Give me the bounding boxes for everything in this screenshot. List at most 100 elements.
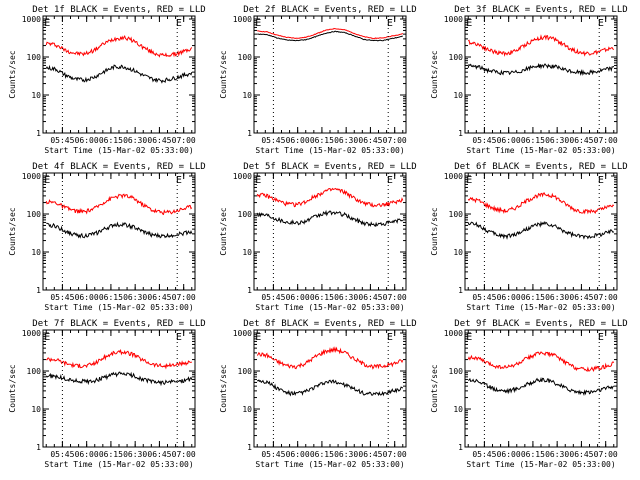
panel-title: Det 1f BLACK = Events, RED = LLD bbox=[32, 5, 205, 15]
lld-series-line bbox=[45, 34, 193, 58]
detector-panel-1: Det 1f BLACK = Events, RED = LLD E E 1 10 100… bbox=[8, 5, 206, 155]
y-tick-label: 100 bbox=[449, 53, 464, 62]
y-tick-label: 1 bbox=[36, 129, 41, 138]
plot-frame bbox=[42, 15, 196, 134]
x-tick-label: 06:30 bbox=[334, 450, 358, 459]
x-tick-label: 06:15 bbox=[310, 293, 334, 302]
x-tick-label: 07:00 bbox=[383, 136, 407, 145]
lld-series-line bbox=[45, 193, 193, 216]
x-tick-label: 06:00 bbox=[497, 136, 521, 145]
y-tick-label: 1 bbox=[36, 443, 41, 452]
plot-frame bbox=[464, 329, 618, 448]
panel-title: Det 7f BLACK = Events, RED = LLD bbox=[32, 319, 205, 329]
x-tick-label: 05:45 bbox=[50, 136, 74, 145]
detector-panel-4: Det 4f BLACK = Events, RED = LLD E E 1 10 100… bbox=[8, 162, 206, 312]
e-marker-label: E bbox=[598, 332, 604, 343]
y-tick-label: 1000 bbox=[444, 15, 463, 24]
x-tick-label: 06:45 bbox=[358, 450, 382, 459]
plot-frame bbox=[42, 172, 196, 291]
y-tick-label: 10 bbox=[453, 248, 463, 257]
x-tick-label: 06:30 bbox=[545, 450, 569, 459]
e-marker-label: E bbox=[44, 175, 50, 186]
y-tick-label: 10 bbox=[453, 91, 463, 100]
y-axis-label: Counts/sec bbox=[8, 50, 17, 98]
e-marker-label: E bbox=[255, 332, 261, 343]
y-axis-label: Counts/sec bbox=[430, 207, 439, 255]
panel-title: Det 9f BLACK = Events, RED = LLD bbox=[454, 319, 627, 329]
events-series-line bbox=[467, 62, 615, 76]
y-tick-label: 1000 bbox=[233, 172, 252, 181]
x-tick-label: 07:00 bbox=[383, 450, 407, 459]
detector-panel-7: Det 7f BLACK = Events, RED = LLD E E 1 10 100… bbox=[8, 319, 206, 469]
lld-series-line bbox=[256, 346, 404, 370]
y-axis-label: Counts/sec bbox=[8, 207, 17, 255]
y-tick-label: 1000 bbox=[22, 15, 41, 24]
y-axis-label: Counts/sec bbox=[219, 364, 228, 412]
events-series-line bbox=[257, 30, 403, 42]
events-series-line bbox=[46, 221, 193, 239]
y-tick-label: 100 bbox=[238, 367, 253, 376]
x-tick-label: 06:45 bbox=[569, 136, 593, 145]
x-tick-label: 06:00 bbox=[286, 450, 310, 459]
x-tick-label: 05:45 bbox=[261, 293, 285, 302]
x-tick-label: 06:00 bbox=[75, 136, 99, 145]
x-tick-label: 06:45 bbox=[147, 450, 171, 459]
y-tick-label: 1000 bbox=[233, 15, 252, 24]
y-tick-label: 100 bbox=[449, 210, 464, 219]
lld-series-line bbox=[467, 192, 615, 215]
lld-series-line bbox=[256, 187, 404, 208]
x-tick-label: 07:00 bbox=[594, 293, 618, 302]
y-tick-label: 10 bbox=[31, 248, 41, 257]
y-axis-label: Counts/sec bbox=[219, 207, 228, 255]
y-axis-label: Counts/sec bbox=[430, 364, 439, 412]
x-tick-label: 06:00 bbox=[75, 450, 99, 459]
y-tick-label: 10 bbox=[31, 91, 41, 100]
x-tick-label: 05:45 bbox=[472, 293, 496, 302]
y-tick-label: 100 bbox=[27, 367, 42, 376]
detector-panel-6: Det 6f BLACK = Events, RED = LLD E E 1 10 100… bbox=[430, 162, 628, 312]
x-tick-label: 07:00 bbox=[172, 450, 196, 459]
x-axis-label: Start Time (15-Mar-02 05:33:00) bbox=[44, 460, 193, 469]
x-tick-label: 06:45 bbox=[358, 136, 382, 145]
e-marker-label: E bbox=[598, 175, 604, 186]
panel-title: Det 4f BLACK = Events, RED = LLD bbox=[32, 162, 205, 172]
detector-panel-2: Det 2f BLACK = Events, RED = LLD E E 1 10 100… bbox=[219, 5, 417, 155]
x-tick-label: 07:00 bbox=[594, 136, 618, 145]
x-axis-label: Start Time (15-Mar-02 05:33:00) bbox=[466, 303, 615, 312]
y-tick-label: 100 bbox=[238, 53, 253, 62]
x-axis-label: Start Time (15-Mar-02 05:33:00) bbox=[44, 146, 193, 155]
x-tick-label: 06:15 bbox=[99, 136, 123, 145]
e-marker-label: E bbox=[255, 18, 261, 29]
y-axis-label: Counts/sec bbox=[8, 364, 17, 412]
x-tick-label: 06:30 bbox=[123, 293, 147, 302]
x-tick-label: 06:30 bbox=[123, 450, 147, 459]
e-marker-label: E bbox=[387, 175, 393, 186]
x-tick-label: 06:45 bbox=[358, 293, 382, 302]
x-tick-label: 07:00 bbox=[594, 450, 618, 459]
e-marker-label: E bbox=[176, 18, 182, 29]
y-tick-label: 1 bbox=[247, 443, 252, 452]
x-tick-label: 06:15 bbox=[310, 136, 334, 145]
x-tick-label: 06:30 bbox=[334, 293, 358, 302]
y-tick-label: 1 bbox=[247, 286, 252, 295]
y-tick-label: 1 bbox=[458, 443, 463, 452]
e-marker-label: E bbox=[44, 18, 50, 29]
e-marker-label: E bbox=[255, 175, 261, 186]
x-tick-label: 06:15 bbox=[99, 293, 123, 302]
lld-series-line bbox=[467, 34, 615, 57]
x-tick-label: 06:30 bbox=[334, 136, 358, 145]
y-tick-label: 100 bbox=[238, 210, 253, 219]
x-tick-label: 06:15 bbox=[521, 293, 545, 302]
x-axis-label: Start Time (15-Mar-02 05:33:00) bbox=[255, 460, 404, 469]
events-series-line bbox=[467, 220, 615, 240]
e-marker-label: E bbox=[466, 332, 472, 343]
x-tick-label: 06:45 bbox=[147, 293, 171, 302]
panel-title: Det 6f BLACK = Events, RED = LLD bbox=[454, 162, 627, 172]
plot-frame bbox=[42, 329, 196, 448]
x-axis-label: Start Time (15-Mar-02 05:33:00) bbox=[44, 303, 193, 312]
x-tick-label: 07:00 bbox=[172, 293, 196, 302]
plot-frame bbox=[464, 15, 618, 134]
x-tick-label: 06:15 bbox=[99, 450, 123, 459]
x-tick-label: 06:00 bbox=[286, 136, 310, 145]
x-tick-label: 05:45 bbox=[261, 450, 285, 459]
